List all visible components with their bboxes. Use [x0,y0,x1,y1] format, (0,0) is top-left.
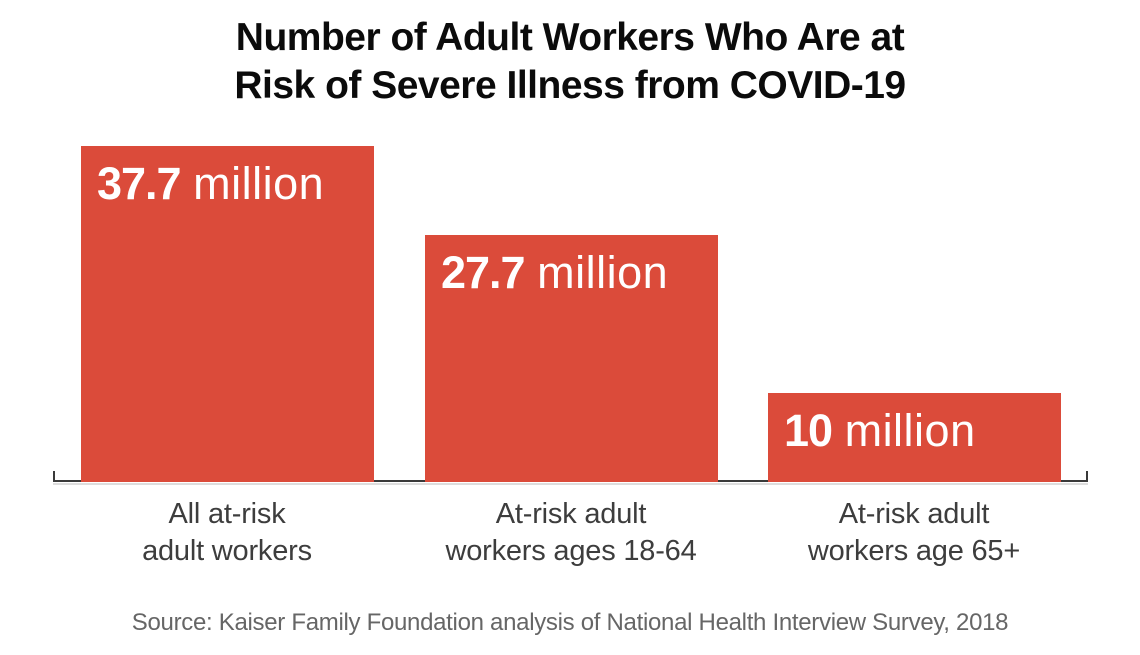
chart-title-line-2: Risk of Severe Illness from COVID-19 [234,64,906,107]
bar-value-label: 27.7 million [441,248,668,298]
category-label-line-1: All at-risk [168,498,286,530]
category-label-18-64: At-risk adult workers ages 18-64 [371,496,771,570]
bar-value-number: 37.7 [97,158,182,209]
category-label-all-at-risk: All at-risk adult workers [27,496,427,570]
category-label-line-2: workers age 65+ [807,535,1021,567]
bar-value-unit: million [844,405,976,456]
category-label-65-plus: At-risk adult workers age 65+ [714,496,1114,570]
bar-value-label: 37.7 million [97,159,324,209]
category-label-line-2: adult workers [142,535,312,567]
category-label-line-2: workers ages 18-64 [445,535,697,567]
bar-value-unit: million [537,247,669,298]
source-attribution: Source: Kaiser Family Foundation analysi… [131,609,1009,636]
bar-value-label: 10 million [784,406,976,456]
category-label-line-1: At-risk adult [838,498,990,530]
bar-at-risk-workers-18-64: 27.7 million [425,235,718,482]
bar-value-unit: million [193,158,325,209]
category-label-line-1: At-risk adult [495,498,647,530]
bar-value-number: 27.7 [441,247,526,298]
x-axis-shadow [53,483,1088,485]
chart-title-line-1: Number of Adult Workers Who Are at [235,16,905,59]
bar-all-at-risk-adult-workers: 37.7 million [81,146,374,482]
bar-value-number: 10 [784,405,833,456]
x-axis-tick-right [1086,471,1088,482]
x-axis-tick-left [53,471,55,482]
chart-title: Number of Adult Workers Who Are at Risk … [0,14,1140,110]
bar-at-risk-workers-65-plus: 10 million [768,393,1061,482]
